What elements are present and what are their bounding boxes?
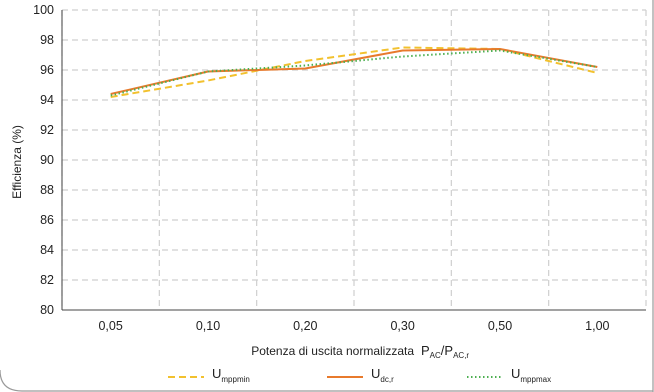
formula-sub2: AC,r: [453, 351, 469, 360]
legend-label-mppmin: Umppmin: [212, 366, 250, 384]
series-line-mppmax: [110, 49, 598, 97]
x-tick-label: 0,20: [293, 319, 317, 333]
y-tick-label: 84: [40, 243, 54, 257]
legend: Umppmin Udc,r Umppmax: [168, 366, 551, 384]
grid-lines: [61, 9, 647, 311]
y-tick-label: 94: [40, 93, 54, 107]
x-tick-label: 1,00: [585, 319, 609, 333]
y-tick-label: 86: [40, 213, 54, 227]
y-axis-ticks: 80 82 84 86 88 90 92 94 96 98 100: [33, 3, 54, 317]
y-tick-label: 100: [33, 3, 54, 17]
formula-sub1: AC: [430, 351, 441, 360]
x-tick-label: 0,30: [390, 319, 414, 333]
x-axis-formula: PAC/PAC,r: [421, 343, 469, 360]
y-tick-label: 80: [40, 303, 54, 317]
x-axis-ticks: 0,05 0,10 0,20 0,30 0,50 1,00: [98, 319, 609, 333]
legend-label-dcr: Udc,r: [371, 366, 394, 384]
x-tick-label: 0,10: [196, 319, 220, 333]
formula-slash: /: [441, 343, 445, 358]
y-tick-label: 92: [40, 123, 54, 137]
y-tick-label: 90: [40, 153, 54, 167]
y-tick-label: 96: [40, 63, 54, 77]
legend-label-mppmax: Umppmax: [511, 366, 551, 384]
formula-p1: P: [421, 343, 430, 358]
x-tick-label: 0,50: [488, 319, 512, 333]
x-axis-label-text: Potenza di uscita normalizzata: [251, 344, 414, 358]
plot-area: [110, 46, 598, 98]
series-line-dcr: [110, 48, 598, 95]
y-tick-label: 98: [40, 33, 54, 47]
formula-p2: P: [444, 343, 453, 358]
y-tick-label: 82: [40, 273, 54, 287]
x-axis-label: Potenza di uscita normalizzata PAC/PAC,r: [251, 343, 469, 360]
x-tick-label: 0,05: [98, 319, 122, 333]
y-tick-label: 88: [40, 183, 54, 197]
y-axis-label: Efficienza (%): [10, 125, 24, 199]
